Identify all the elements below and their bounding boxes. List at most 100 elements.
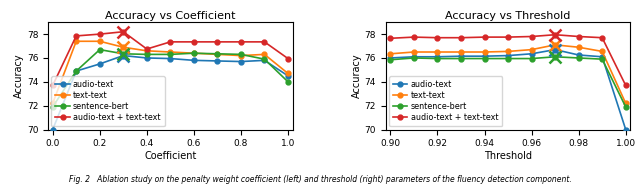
audio-text [551, 48, 559, 51]
text-text [387, 53, 394, 55]
audio-text [481, 55, 488, 57]
Text: Fig. 2   Ablation study on the penalty weight coefficient (left) and threshold (: Fig. 2 Ablation study on the penalty wei… [68, 175, 572, 184]
Line: audio-text + text-text: audio-text + text-text [388, 32, 628, 88]
audio-text [96, 63, 104, 65]
sentence-bert [143, 53, 150, 55]
text-text [143, 50, 150, 52]
audio-text + text-text [190, 41, 198, 43]
text-text [457, 51, 465, 53]
Line: audio-text + text-text: audio-text + text-text [51, 29, 291, 88]
sentence-bert [528, 58, 536, 60]
Line: audio-text: audio-text [51, 53, 291, 132]
Legend: audio-text, text-text, sentence-bert, audio-text + text-text: audio-text, text-text, sentence-bert, au… [51, 76, 164, 126]
Title: Accuracy vs Threshold: Accuracy vs Threshold [445, 11, 571, 21]
X-axis label: Coefficient: Coefficient [144, 151, 196, 161]
audio-text + text-text [49, 84, 56, 87]
Line: sentence-bert: sentence-bert [388, 54, 628, 109]
audio-text + text-text [434, 37, 442, 39]
sentence-bert [434, 58, 442, 60]
sentence-bert [622, 106, 630, 108]
sentence-bert [260, 58, 268, 60]
text-text [190, 52, 198, 54]
sentence-bert [120, 53, 127, 55]
audio-text + text-text [528, 35, 536, 38]
sentence-bert [96, 48, 104, 51]
audio-text [622, 128, 630, 131]
audio-text [598, 56, 606, 58]
sentence-bert [237, 53, 244, 55]
audio-text [434, 56, 442, 58]
audio-text [72, 70, 80, 72]
text-text [96, 40, 104, 42]
Y-axis label: Accuracy: Accuracy [14, 53, 24, 98]
audio-text + text-text [143, 48, 150, 50]
audio-text + text-text [457, 37, 465, 39]
text-text [49, 102, 56, 104]
text-text [237, 54, 244, 57]
text-text [434, 51, 442, 53]
sentence-bert [190, 52, 198, 54]
audio-text [237, 60, 244, 63]
audio-text + text-text [575, 35, 582, 38]
audio-text + text-text [166, 41, 174, 43]
audio-text + text-text [284, 58, 292, 60]
audio-text + text-text [237, 41, 244, 43]
sentence-bert [481, 58, 488, 60]
sentence-bert [575, 57, 582, 59]
audio-text [528, 53, 536, 55]
Title: Accuracy vs Coefficient: Accuracy vs Coefficient [105, 11, 236, 21]
audio-text [120, 54, 127, 57]
audio-text + text-text [410, 36, 418, 38]
sentence-bert [387, 59, 394, 61]
sentence-bert [214, 53, 221, 55]
audio-text [49, 128, 56, 131]
text-text [166, 51, 174, 53]
audio-text [457, 55, 465, 57]
audio-text [387, 57, 394, 59]
sentence-bert [410, 57, 418, 59]
text-text [598, 50, 606, 53]
audio-text [410, 56, 418, 58]
text-text [551, 44, 559, 46]
text-text [528, 48, 536, 51]
audio-text + text-text [96, 33, 104, 35]
sentence-bert [598, 58, 606, 60]
sentence-bert [551, 56, 559, 58]
audio-text [143, 57, 150, 59]
audio-text [166, 58, 174, 60]
Line: text-text: text-text [388, 42, 628, 106]
audio-text [575, 54, 582, 56]
audio-text [214, 60, 221, 62]
audio-text + text-text [551, 34, 559, 36]
text-text [410, 51, 418, 53]
audio-text + text-text [481, 36, 488, 38]
audio-text + text-text [214, 41, 221, 43]
text-text [284, 72, 292, 75]
audio-text [260, 59, 268, 61]
audio-text + text-text [120, 31, 127, 33]
audio-text [504, 54, 512, 57]
text-text [575, 46, 582, 48]
X-axis label: Threshold: Threshold [484, 151, 532, 161]
sentence-bert [72, 70, 80, 72]
text-text [622, 102, 630, 104]
text-text [260, 53, 268, 55]
sentence-bert [504, 58, 512, 60]
audio-text [284, 75, 292, 77]
audio-text + text-text [260, 41, 268, 43]
sentence-bert [284, 81, 292, 83]
audio-text + text-text [598, 37, 606, 39]
sentence-bert [166, 53, 174, 55]
audio-text + text-text [504, 36, 512, 38]
Line: audio-text: audio-text [388, 47, 628, 132]
text-text [504, 50, 512, 53]
text-text [214, 53, 221, 55]
Line: text-text: text-text [51, 39, 291, 106]
audio-text + text-text [387, 37, 394, 39]
Line: sentence-bert: sentence-bert [51, 47, 291, 109]
sentence-bert [49, 106, 56, 108]
text-text [72, 40, 80, 42]
sentence-bert [457, 58, 465, 60]
audio-text [190, 59, 198, 61]
audio-text + text-text [622, 84, 630, 87]
